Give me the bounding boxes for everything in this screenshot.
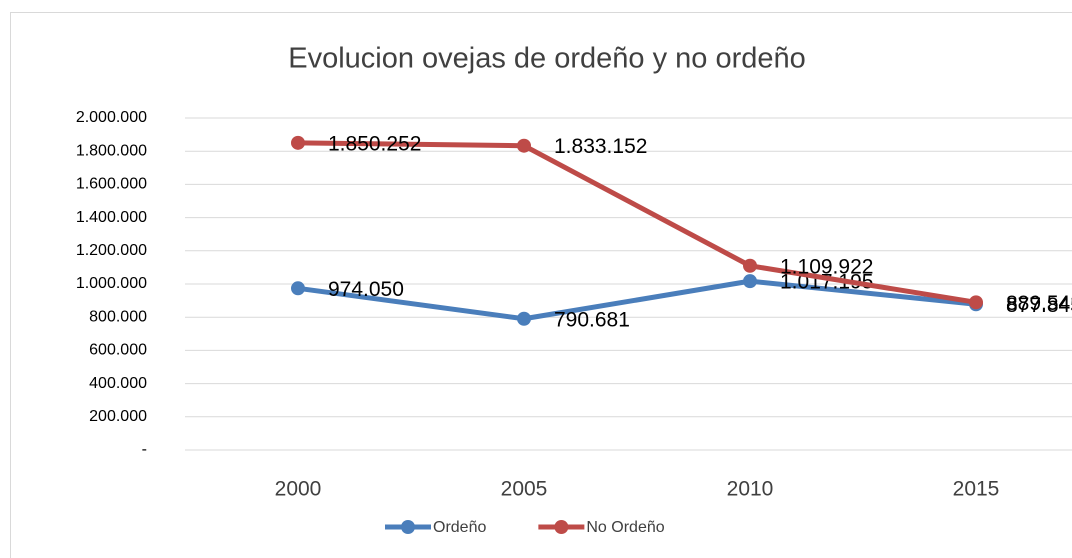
data-label: 790.681 (554, 308, 630, 331)
y-tick-label: 600.000 (89, 342, 147, 359)
x-tick-label: 2000 (275, 478, 322, 501)
point (517, 138, 531, 153)
series-line (297, 278, 977, 322)
y-tick-label: 1.800.000 (76, 142, 147, 159)
legend-marker (401, 520, 415, 534)
chart-title: Evolucion ovejas de ordeño y no ordeño (288, 43, 806, 75)
y-tick-label: 800.000 (89, 308, 147, 325)
point (517, 311, 531, 326)
data-label: 1.833.152 (554, 135, 647, 158)
legend-label: No Ordeño (586, 519, 664, 536)
x-tick-label: 2005 (501, 478, 548, 501)
x-tick-label: 2015 (953, 478, 1000, 501)
legend-label: Ordeño (433, 519, 486, 536)
series-line (297, 140, 977, 305)
chart-frame (10, 12, 1072, 558)
point (743, 274, 757, 289)
point (743, 258, 757, 273)
point (291, 135, 305, 150)
data-label: 1.850.252 (328, 132, 421, 155)
point (291, 281, 305, 296)
y-tick-label: 1.400.000 (76, 209, 147, 226)
data-label: 889.542 (1006, 292, 1072, 315)
data-label: 877.845 (1006, 294, 1072, 317)
y-tick-label: 200.000 (89, 408, 147, 425)
x-tick-label: 2010 (727, 478, 774, 501)
y-tick-label: 400.000 (89, 375, 147, 392)
y-tick-label: 1.000.000 (76, 275, 147, 292)
data-label: 1.109.922 (780, 255, 873, 278)
y-tick-label: 1.200.000 (76, 242, 147, 259)
y-tick-label: - (142, 441, 147, 458)
data-label: 974.050 (328, 278, 404, 301)
y-tick-label: 1.600.000 (76, 176, 147, 193)
legend-marker (554, 520, 569, 534)
y-tick-label: 2.000.000 (76, 109, 147, 126)
point (969, 295, 983, 310)
